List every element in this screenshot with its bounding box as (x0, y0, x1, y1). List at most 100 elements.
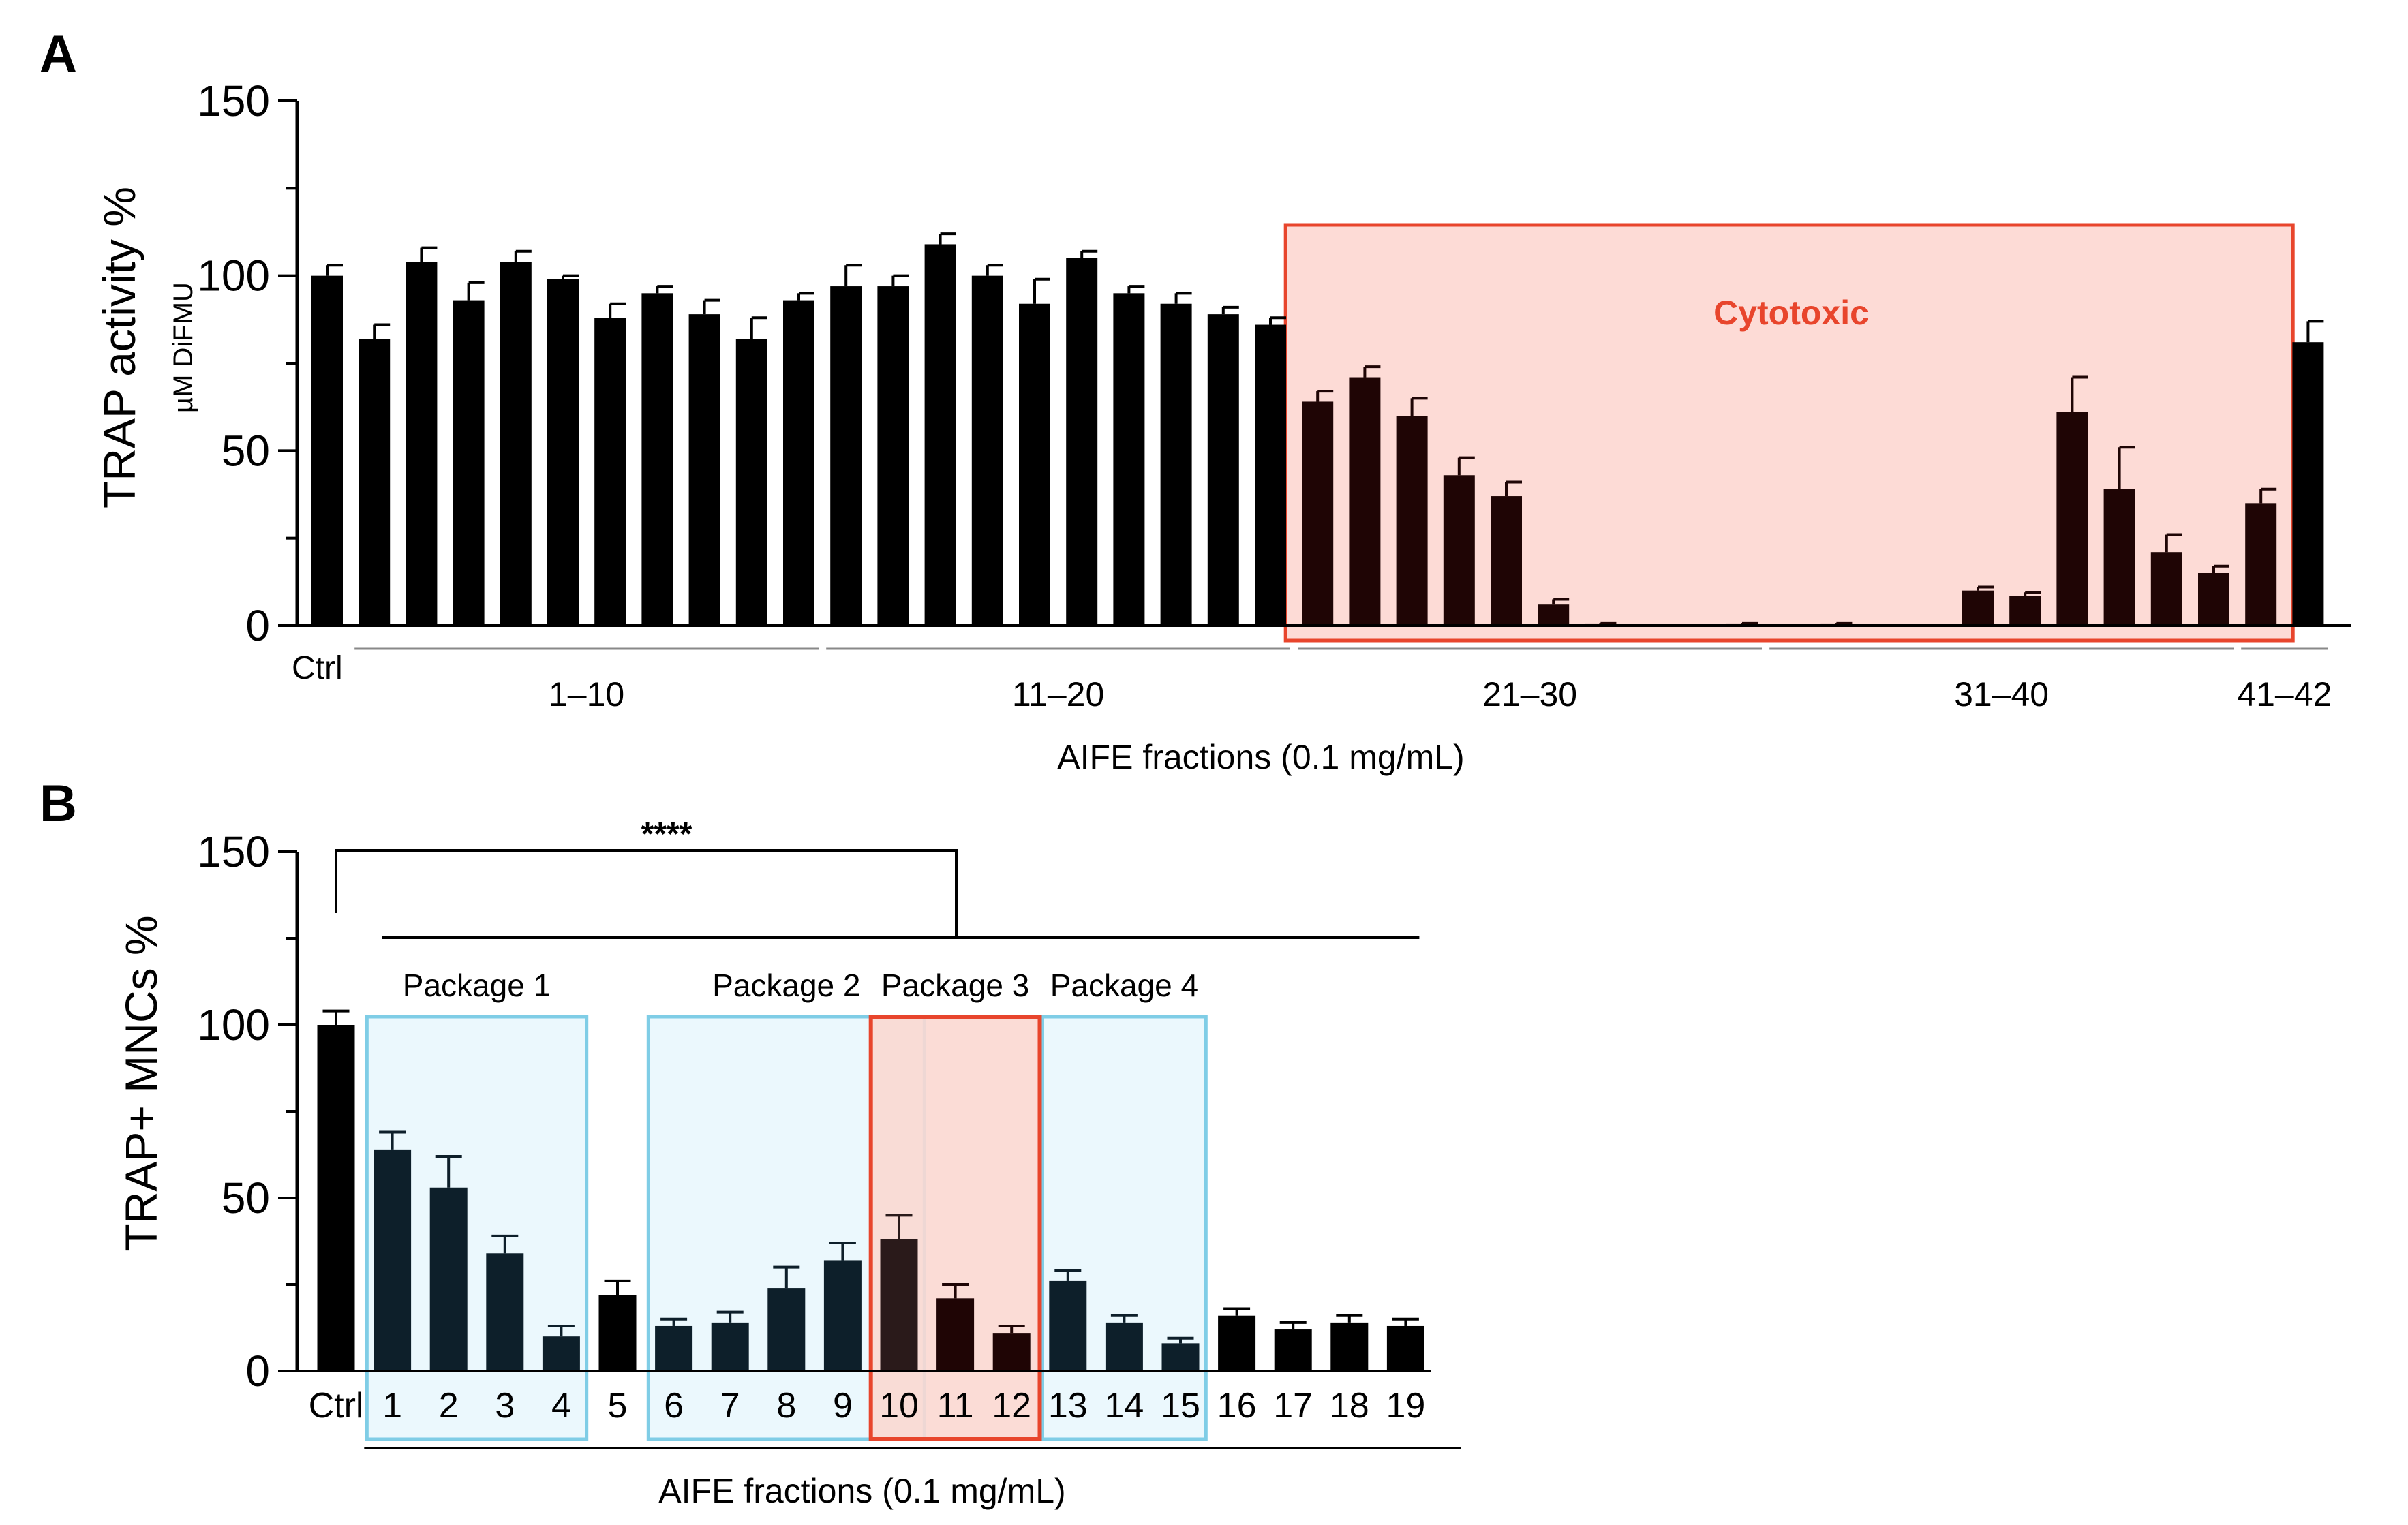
bar-a-18 (1160, 303, 1192, 626)
significance-bracket: **** (335, 816, 1420, 939)
package-box-3-fill (870, 1017, 1040, 1439)
bar-a-9 (735, 339, 767, 626)
bar-a-24 (1443, 475, 1475, 626)
bar-b-Ctrl (317, 1025, 355, 1371)
bar-a-23 (1396, 416, 1428, 626)
bar-b-2 (429, 1187, 468, 1371)
bar-a-12 (877, 286, 909, 626)
panel-b-y-ticks: 0 50 100 150 (197, 827, 297, 1396)
tick-label-b-150: 150 (197, 827, 270, 876)
group-label-a-0: 1–10 (549, 675, 624, 713)
bar-a-6 (594, 318, 626, 626)
bar-a-37 (2056, 412, 2088, 626)
bar-a-14 (971, 275, 1003, 626)
bar-a-0 (311, 275, 343, 626)
group-label-a-1: 11–20 (1012, 675, 1104, 713)
significance-bracket-line (335, 849, 958, 938)
tick-label-b-50: 50 (222, 1173, 270, 1222)
panel-a-group-labels: 1–10 11–20 21–30 31–40 41–42 (354, 647, 2332, 713)
category-label-6: 6 (664, 1386, 684, 1426)
panel-a-y-axis-title: TRAP activity % (94, 187, 144, 508)
bar-a-38 (2103, 489, 2135, 626)
panel-a-cytotoxic-label: Cytotoxic (1713, 294, 1869, 332)
bar-a-19 (1207, 314, 1239, 626)
bar-a-15 (1019, 303, 1050, 626)
package-label-2: Package 2 (712, 968, 860, 1003)
bar-a-11 (830, 286, 862, 626)
bar-a-5 (547, 279, 579, 626)
panel-a-y-ticks: 0 50 100 150 (197, 76, 297, 650)
panel-a-y-axis-subtitle: µM DiFMU (168, 282, 198, 413)
cytotoxic-region (1283, 223, 2295, 643)
bar-b-16 (1218, 1315, 1256, 1371)
category-label-8: 8 (776, 1386, 796, 1426)
panel-a-ctrl-label: Ctrl (292, 650, 343, 686)
bar-a-42 (2292, 342, 2324, 626)
bar-b-7 (711, 1322, 749, 1371)
bar-a-20 (1255, 324, 1286, 626)
category-label-Ctrl: Ctrl (309, 1386, 364, 1426)
category-label-1: 1 (382, 1386, 402, 1426)
bar-b-8 (767, 1288, 806, 1371)
bar-a-35 (1962, 590, 1994, 626)
category-label-17: 17 (1273, 1386, 1313, 1426)
bar-b-19 (1386, 1325, 1424, 1371)
bar-a-22 (1349, 377, 1381, 626)
category-label-12: 12 (992, 1386, 1031, 1426)
category-label-5: 5 (608, 1386, 628, 1426)
category-label-14: 14 (1104, 1386, 1144, 1426)
tick-label-a-100: 100 (197, 251, 270, 301)
bar-b-18 (1330, 1322, 1369, 1371)
category-label-13: 13 (1048, 1386, 1088, 1426)
category-label-10: 10 (879, 1386, 919, 1426)
bar-a-4 (500, 262, 532, 626)
panel-b-x-axis-title: AIFE fractions (0.1 mg/mL) (658, 1472, 1065, 1510)
category-label-9: 9 (833, 1386, 853, 1426)
category-label-19: 19 (1386, 1386, 1425, 1426)
category-label-15: 15 (1161, 1386, 1200, 1426)
bar-b-17 (1274, 1329, 1312, 1371)
bar-b-4 (542, 1336, 580, 1371)
bar-b-11 (936, 1298, 975, 1371)
bar-b-14 (1105, 1322, 1143, 1371)
bar-a-2 (406, 262, 438, 626)
bar-b-1 (374, 1149, 412, 1371)
panel-a-x-axis-title: AIFE fractions (0.1 mg/mL) (1057, 738, 1464, 776)
bar-a-17 (1113, 293, 1145, 626)
category-label-3: 3 (495, 1386, 515, 1426)
bar-a-21 (1302, 401, 1334, 626)
bar-b-10 (880, 1239, 918, 1371)
bar-a-8 (688, 314, 720, 626)
category-label-7: 7 (720, 1386, 740, 1426)
bar-b-6 (655, 1325, 693, 1371)
panel-b-category-labels: Ctrl 1 2 3 4 5 6 7 8 9 10 11 12 13 14 15 16 17 18 19 (309, 1386, 1426, 1426)
bar-a-41 (2245, 503, 2277, 626)
significance-stars: **** (641, 816, 692, 852)
panel-a-letter: A (40, 25, 77, 83)
bar-b-3 (486, 1253, 524, 1371)
group-label-a-3: 31–40 (1954, 675, 2049, 713)
tick-label-a-150: 150 (197, 76, 270, 125)
bar-b-5 (598, 1295, 637, 1371)
bar-a-40 (2198, 573, 2229, 626)
category-label-11: 11 (937, 1386, 974, 1426)
bar-a-25 (1491, 496, 1522, 626)
tick-label-a-0: 0 (245, 601, 270, 650)
package-label-4: Package 4 (1050, 968, 1198, 1003)
package-box-3-outline (868, 1015, 1042, 1441)
bar-a-10 (783, 300, 814, 626)
bar-b-12 (992, 1333, 1031, 1371)
category-label-2: 2 (439, 1386, 459, 1426)
panel-b-y-axis-title: TRAP+ MNCs % (116, 915, 166, 1251)
group-label-a-2: 21–30 (1482, 675, 1577, 713)
package-box-4 (1041, 1015, 1208, 1441)
bar-a-1 (359, 339, 391, 626)
bar-b-15 (1161, 1343, 1200, 1371)
panel-b-bars (317, 1009, 1424, 1371)
bar-a-26 (1538, 604, 1570, 626)
bar-a-13 (924, 244, 956, 626)
group-label-a-4: 41–42 (2237, 675, 2332, 713)
panel-b-letter: B (40, 775, 77, 833)
package-label-1: Package 1 (403, 968, 551, 1003)
